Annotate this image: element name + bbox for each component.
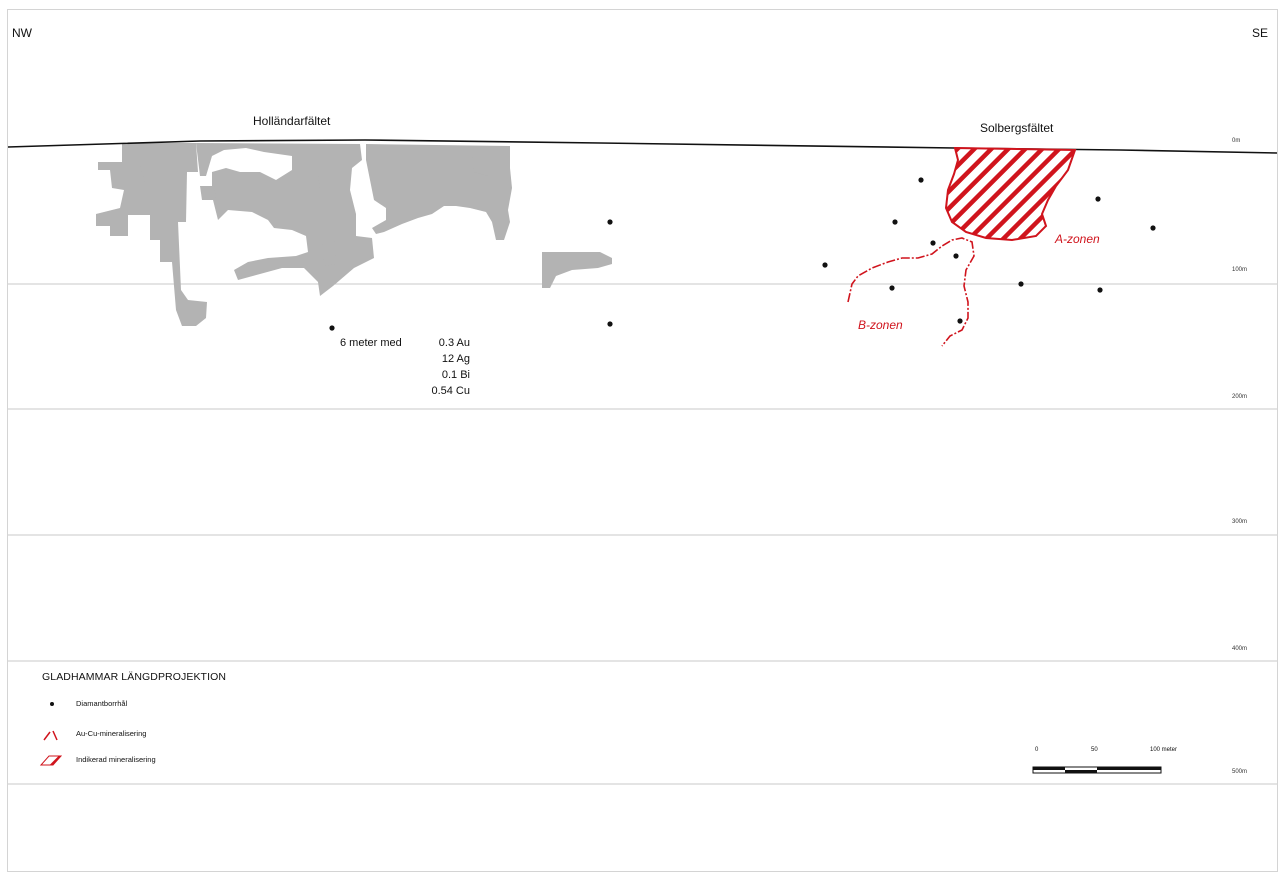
workings-lower-drift xyxy=(542,252,612,288)
legend-symbols xyxy=(39,702,63,766)
old-workings xyxy=(96,143,612,326)
workings-shaft-1 xyxy=(140,166,158,186)
drill-hole-3 xyxy=(607,321,613,327)
workings-central-block xyxy=(196,143,374,296)
zone-label-b: B-zonen xyxy=(858,318,903,332)
depth-grid xyxy=(8,283,1277,785)
depth-label-500m: 500m xyxy=(1232,769,1248,775)
depth-label-300m: 300m xyxy=(1232,519,1248,525)
drill-hole-2 xyxy=(329,325,335,331)
depth-label-200m: 200m xyxy=(1232,394,1248,400)
drill-hole-12 xyxy=(1150,225,1156,231)
b-zone-au-cu-outline xyxy=(847,237,975,347)
drill-hole-5 xyxy=(892,219,898,225)
workings-east-adit xyxy=(322,236,336,266)
drill-hole-8 xyxy=(822,262,828,268)
drill-hole-14 xyxy=(957,318,963,324)
depth-label-0m: 0m xyxy=(1232,138,1241,144)
scale-label-100: 100 meter xyxy=(1150,747,1178,753)
scale-bar-segment-1 xyxy=(1033,767,1065,770)
drill-hole-11 xyxy=(1095,196,1101,202)
scale-bar-segment-2 xyxy=(1065,770,1097,773)
legend-item-au-cu: Au-Cu-mineralisering xyxy=(76,729,147,738)
assay-value-bi: 0.1 Bi xyxy=(441,369,470,381)
legend-item-drillhole: Diamantborrhål xyxy=(76,699,128,708)
scale-label-50: 50 xyxy=(1091,747,1098,753)
drill-hole-4 xyxy=(918,177,924,183)
drill-hole-9 xyxy=(889,285,895,291)
field-label-solbergsfaltet: Solbergsfältet xyxy=(980,121,1054,135)
zone-label-a: A-zonen xyxy=(1055,232,1100,246)
scale-bar-segment-3 xyxy=(1097,767,1161,770)
drill-hole-7 xyxy=(953,253,959,259)
field-label-hollandarfaltet: Holländarfältet xyxy=(253,114,331,128)
depth-label-100m: 100m xyxy=(1232,267,1248,273)
depth-label-400m: 400m xyxy=(1232,646,1248,652)
scale-bar xyxy=(1032,766,1162,774)
workings-drift-2 xyxy=(300,176,320,194)
drill-hole-1 xyxy=(607,219,613,225)
assay-value-au: 0.3 Au xyxy=(438,337,470,349)
red-hatch-icon xyxy=(39,755,63,766)
drill-hole-13 xyxy=(1097,287,1103,293)
workings-east-upper xyxy=(472,150,502,176)
drill-hole-10 xyxy=(1018,281,1024,287)
assay-value-cu: 0.54 Cu xyxy=(431,385,470,397)
direction-label-nw: NW xyxy=(12,26,32,40)
red-outline-icon xyxy=(43,730,58,741)
drill-hole-6 xyxy=(930,240,936,246)
scale-label-0: 0 xyxy=(1035,747,1039,753)
assay-value-ag: 12 Ag xyxy=(441,353,470,365)
ground-surface-line xyxy=(7,139,1278,154)
drawing-frame xyxy=(7,9,1278,872)
legend-item-indicated: Indikerad mineralisering xyxy=(76,755,156,764)
workings-western-block xyxy=(96,143,207,326)
drill-holes xyxy=(329,177,1156,331)
a-zone-indicated-mineralisation xyxy=(944,146,1077,242)
workings-connector xyxy=(200,186,216,200)
direction-label-se: SE xyxy=(1252,26,1269,40)
legend-title: GLADHAMMAR LÄNGDPROJEKTION xyxy=(42,671,227,683)
dot-icon xyxy=(50,702,54,706)
assay-intro: 6 meter med xyxy=(340,337,402,349)
